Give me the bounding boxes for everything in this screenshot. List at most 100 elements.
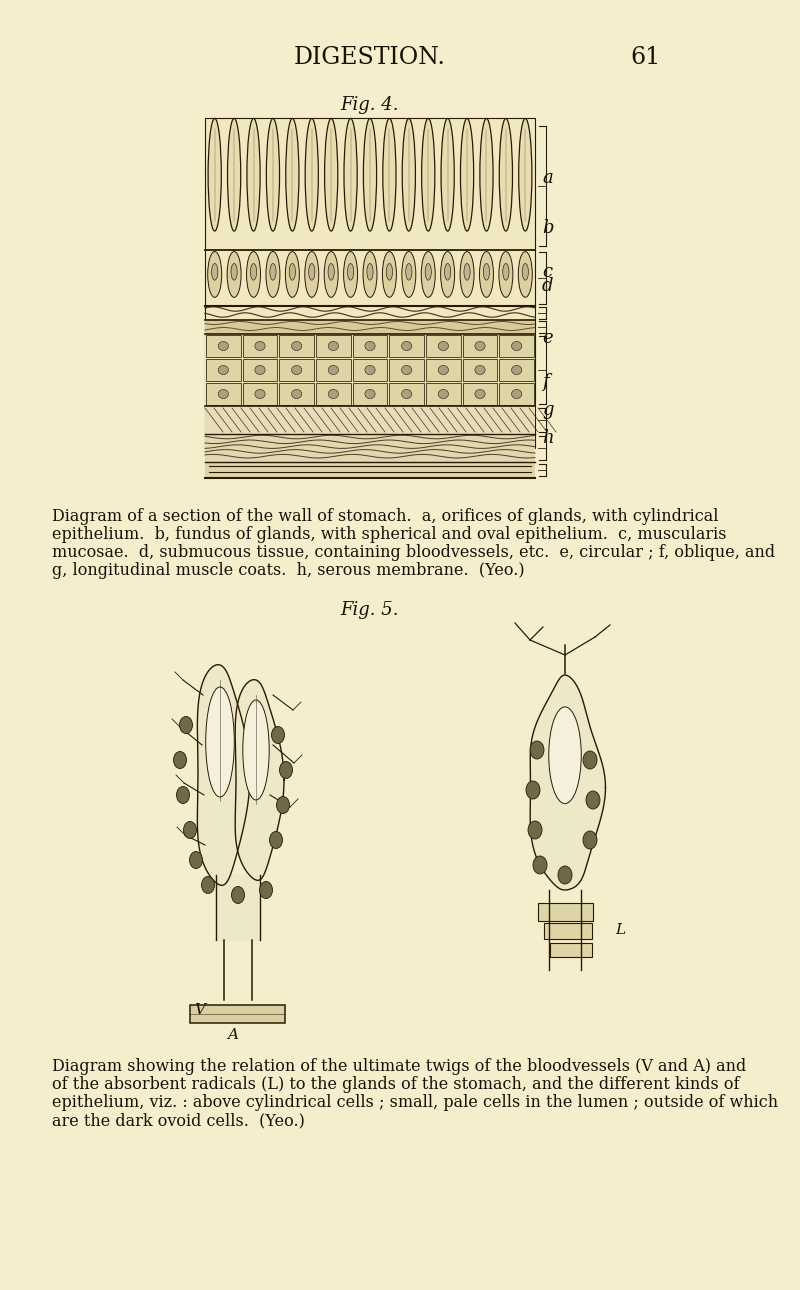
Polygon shape [198,664,250,885]
Text: f: f [542,373,549,391]
Text: V: V [194,1004,206,1017]
Ellipse shape [227,252,241,297]
Text: g, longitudinal muscle coats.  h, serous membrane.  (Yeo.): g, longitudinal muscle coats. h, serous … [52,562,525,579]
Ellipse shape [533,857,547,875]
Ellipse shape [231,263,238,280]
Bar [550,943,592,957]
Ellipse shape [344,119,357,231]
Text: epithelium.  b, fundus of glands, with spherical and oval epithelium.  c, muscul: epithelium. b, fundus of glands, with sp… [52,526,726,543]
Bar [390,383,424,405]
Text: c: c [542,263,552,281]
Ellipse shape [530,740,544,759]
Bar [242,383,278,405]
Polygon shape [530,675,606,890]
Ellipse shape [266,119,279,231]
Ellipse shape [475,390,485,399]
Bar [426,383,461,405]
Bar [205,462,535,479]
Text: g: g [542,401,554,419]
Bar [353,335,387,357]
Ellipse shape [422,252,435,297]
Bar [206,359,241,381]
Text: A: A [227,1028,238,1042]
Ellipse shape [383,119,396,231]
Ellipse shape [255,342,265,351]
Ellipse shape [255,390,265,399]
Ellipse shape [183,822,197,838]
Ellipse shape [328,390,338,399]
Ellipse shape [202,876,214,894]
Ellipse shape [583,831,597,849]
Ellipse shape [438,390,449,399]
Ellipse shape [464,263,470,280]
Bar [390,335,424,357]
Ellipse shape [324,252,338,297]
Ellipse shape [367,263,373,280]
Ellipse shape [266,252,280,297]
Bar [499,335,534,357]
Bar [426,335,461,357]
Text: mucosae.  d, submucous tissue, containing bloodvessels, etc.  e, circular ; f, o: mucosae. d, submucous tissue, containing… [52,544,775,561]
Ellipse shape [460,252,474,297]
Ellipse shape [441,252,454,297]
Ellipse shape [461,119,474,231]
Ellipse shape [441,119,454,231]
Text: epithelium, viz. : above cylindrical cells ; small, pale cells in the lumen ; ou: epithelium, viz. : above cylindrical cel… [52,1094,778,1111]
Bar [499,359,534,381]
Ellipse shape [305,252,318,297]
Ellipse shape [328,365,338,374]
Ellipse shape [218,365,229,374]
Bar [205,406,535,433]
Ellipse shape [586,791,600,809]
Ellipse shape [499,252,513,297]
Ellipse shape [475,365,485,374]
Bar [206,335,241,357]
Ellipse shape [479,252,494,297]
Ellipse shape [271,726,285,743]
Ellipse shape [190,851,202,868]
Bar [205,320,535,334]
Bar [242,359,278,381]
Bar [538,903,593,921]
Ellipse shape [208,252,222,297]
Bar [462,359,498,381]
Ellipse shape [291,365,302,374]
Text: Diagram showing the relation of the ultimate twigs of the bloodvessels (V and A): Diagram showing the relation of the ulti… [52,1058,746,1075]
Ellipse shape [365,390,375,399]
Text: L: L [615,924,625,937]
Ellipse shape [347,263,354,280]
Text: Diagram of a section of the wall of stomach.  a, orifices of glands, with cylind: Diagram of a section of the wall of stom… [52,508,718,525]
Bar [353,383,387,405]
Ellipse shape [363,252,377,297]
Ellipse shape [406,263,412,280]
Ellipse shape [343,252,358,297]
Text: are the dark ovoid cells.  (Yeo.): are the dark ovoid cells. (Yeo.) [52,1112,305,1129]
Ellipse shape [291,342,302,351]
Polygon shape [235,680,284,880]
Ellipse shape [227,119,241,231]
Bar [206,383,241,405]
Ellipse shape [206,688,234,797]
Ellipse shape [259,881,273,899]
Bar [316,383,350,405]
Ellipse shape [558,866,572,884]
Ellipse shape [231,886,245,903]
Ellipse shape [526,780,540,799]
Ellipse shape [445,263,450,280]
Bar [205,117,535,448]
Text: h: h [542,430,554,448]
Bar [499,383,534,405]
Ellipse shape [382,252,397,297]
Ellipse shape [422,119,435,231]
Ellipse shape [305,119,318,231]
Bar [242,335,278,357]
Ellipse shape [218,342,229,351]
Ellipse shape [438,342,449,351]
Bar [205,433,535,462]
Bar [426,359,461,381]
Ellipse shape [480,119,493,231]
Ellipse shape [325,119,338,231]
Ellipse shape [286,252,299,297]
Bar [279,383,314,405]
Bar [353,359,387,381]
